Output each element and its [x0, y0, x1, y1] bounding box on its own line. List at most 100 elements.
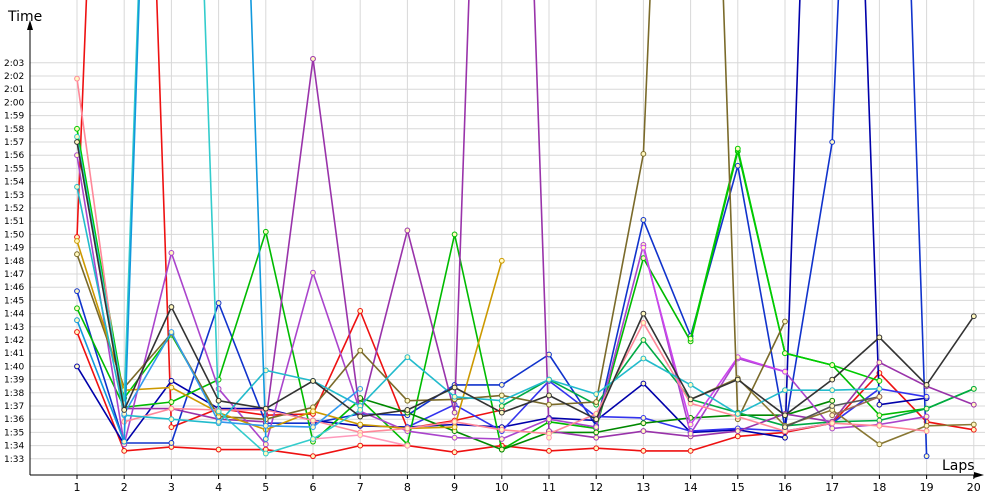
x-tick-label: 18 — [872, 481, 886, 494]
x-tick-label: 5 — [262, 481, 269, 494]
y-axis-title: Time — [7, 9, 42, 25]
y-tick-label: 1:38 — [4, 389, 24, 399]
x-tick-label: 2 — [121, 481, 128, 494]
data-point — [876, 378, 883, 384]
x-tick-label: 19 — [920, 481, 934, 494]
series-line — [76, 141, 975, 421]
y-tick-label: 2:02 — [4, 72, 24, 82]
y-tick-label: 1:45 — [4, 296, 24, 306]
data-point — [734, 145, 741, 152]
series-21 — [74, 0, 269, 445]
data-point — [262, 422, 269, 429]
data-point — [451, 449, 458, 456]
series-22 — [121, 329, 364, 431]
data-point — [74, 139, 80, 145]
axes — [27, 20, 984, 479]
x-tick-label: 7 — [357, 481, 364, 494]
data-point — [404, 354, 411, 361]
data-point — [215, 300, 222, 306]
y-axis-arrow — [27, 20, 33, 30]
y-tick-label: 1:46 — [4, 283, 24, 293]
data-point — [262, 405, 269, 412]
y-tick-label: 1:40 — [4, 362, 24, 372]
data-point — [168, 440, 175, 446]
data-point — [640, 420, 647, 427]
data-point — [262, 441, 269, 448]
data-point — [876, 412, 883, 419]
data-point — [687, 335, 694, 342]
data-point — [121, 438, 128, 445]
data-point — [310, 269, 316, 276]
data-point — [687, 396, 694, 403]
series-line — [76, 240, 503, 431]
data-point — [262, 450, 269, 457]
data-point — [829, 403, 836, 409]
data-point — [451, 384, 458, 391]
data-point — [923, 393, 930, 400]
data-point — [593, 424, 600, 431]
data-point — [593, 391, 600, 398]
y-tick-label: 1:41 — [4, 349, 24, 359]
data-point — [734, 376, 741, 383]
data-point — [310, 417, 316, 424]
data-point — [74, 75, 80, 82]
data-point — [593, 416, 600, 423]
data-point — [876, 393, 883, 400]
x-tick-label: 14 — [684, 481, 698, 494]
data-point — [451, 434, 458, 441]
data-point — [640, 244, 647, 251]
data-point — [640, 150, 647, 157]
data-point — [451, 393, 458, 400]
data-point — [970, 385, 977, 392]
data-point — [923, 453, 930, 460]
y-tick-label: 2:03 — [4, 59, 24, 69]
data-point — [876, 385, 883, 392]
data-point — [923, 422, 930, 429]
data-point — [404, 227, 411, 234]
data-point — [923, 428, 930, 434]
data-point — [876, 422, 883, 429]
data-point — [734, 411, 741, 417]
data-point — [168, 399, 175, 405]
data-point — [970, 401, 977, 408]
data-point — [829, 420, 836, 427]
x-tick-label: 13 — [636, 481, 650, 494]
data-point — [168, 249, 175, 256]
data-point — [404, 425, 411, 432]
series-line — [642, 247, 786, 426]
x-axis-arrow — [974, 472, 984, 478]
data-point — [168, 384, 175, 391]
data-point — [357, 421, 364, 428]
series-1 — [74, 329, 977, 460]
data-point — [404, 442, 411, 449]
data-point — [310, 55, 316, 62]
series-13 — [640, 244, 788, 428]
data-point — [546, 392, 552, 399]
data-point — [687, 421, 694, 428]
data-point — [782, 424, 788, 431]
data-point — [734, 162, 741, 169]
data-point — [498, 426, 505, 433]
data-point — [357, 413, 364, 420]
data-point — [262, 436, 269, 442]
data-point — [498, 446, 505, 453]
data-point — [168, 424, 175, 431]
data-point — [310, 453, 316, 460]
data-point — [782, 412, 788, 419]
x-tick-label: 16 — [778, 481, 792, 494]
data-point — [357, 347, 364, 354]
data-point — [215, 446, 222, 453]
data-point — [640, 216, 647, 223]
data-point — [640, 428, 647, 434]
data-point — [498, 403, 505, 409]
data-point — [734, 428, 741, 434]
data-point — [168, 405, 175, 412]
data-point — [593, 445, 600, 452]
y-tick-label: 1:51 — [4, 217, 24, 227]
y-tick-label: 1:44 — [4, 310, 24, 320]
data-point — [970, 421, 977, 428]
y-tick-label: 1:36 — [4, 415, 24, 425]
data-point — [782, 350, 788, 357]
data-point — [876, 441, 883, 448]
x-tick-label: 9 — [451, 481, 458, 494]
